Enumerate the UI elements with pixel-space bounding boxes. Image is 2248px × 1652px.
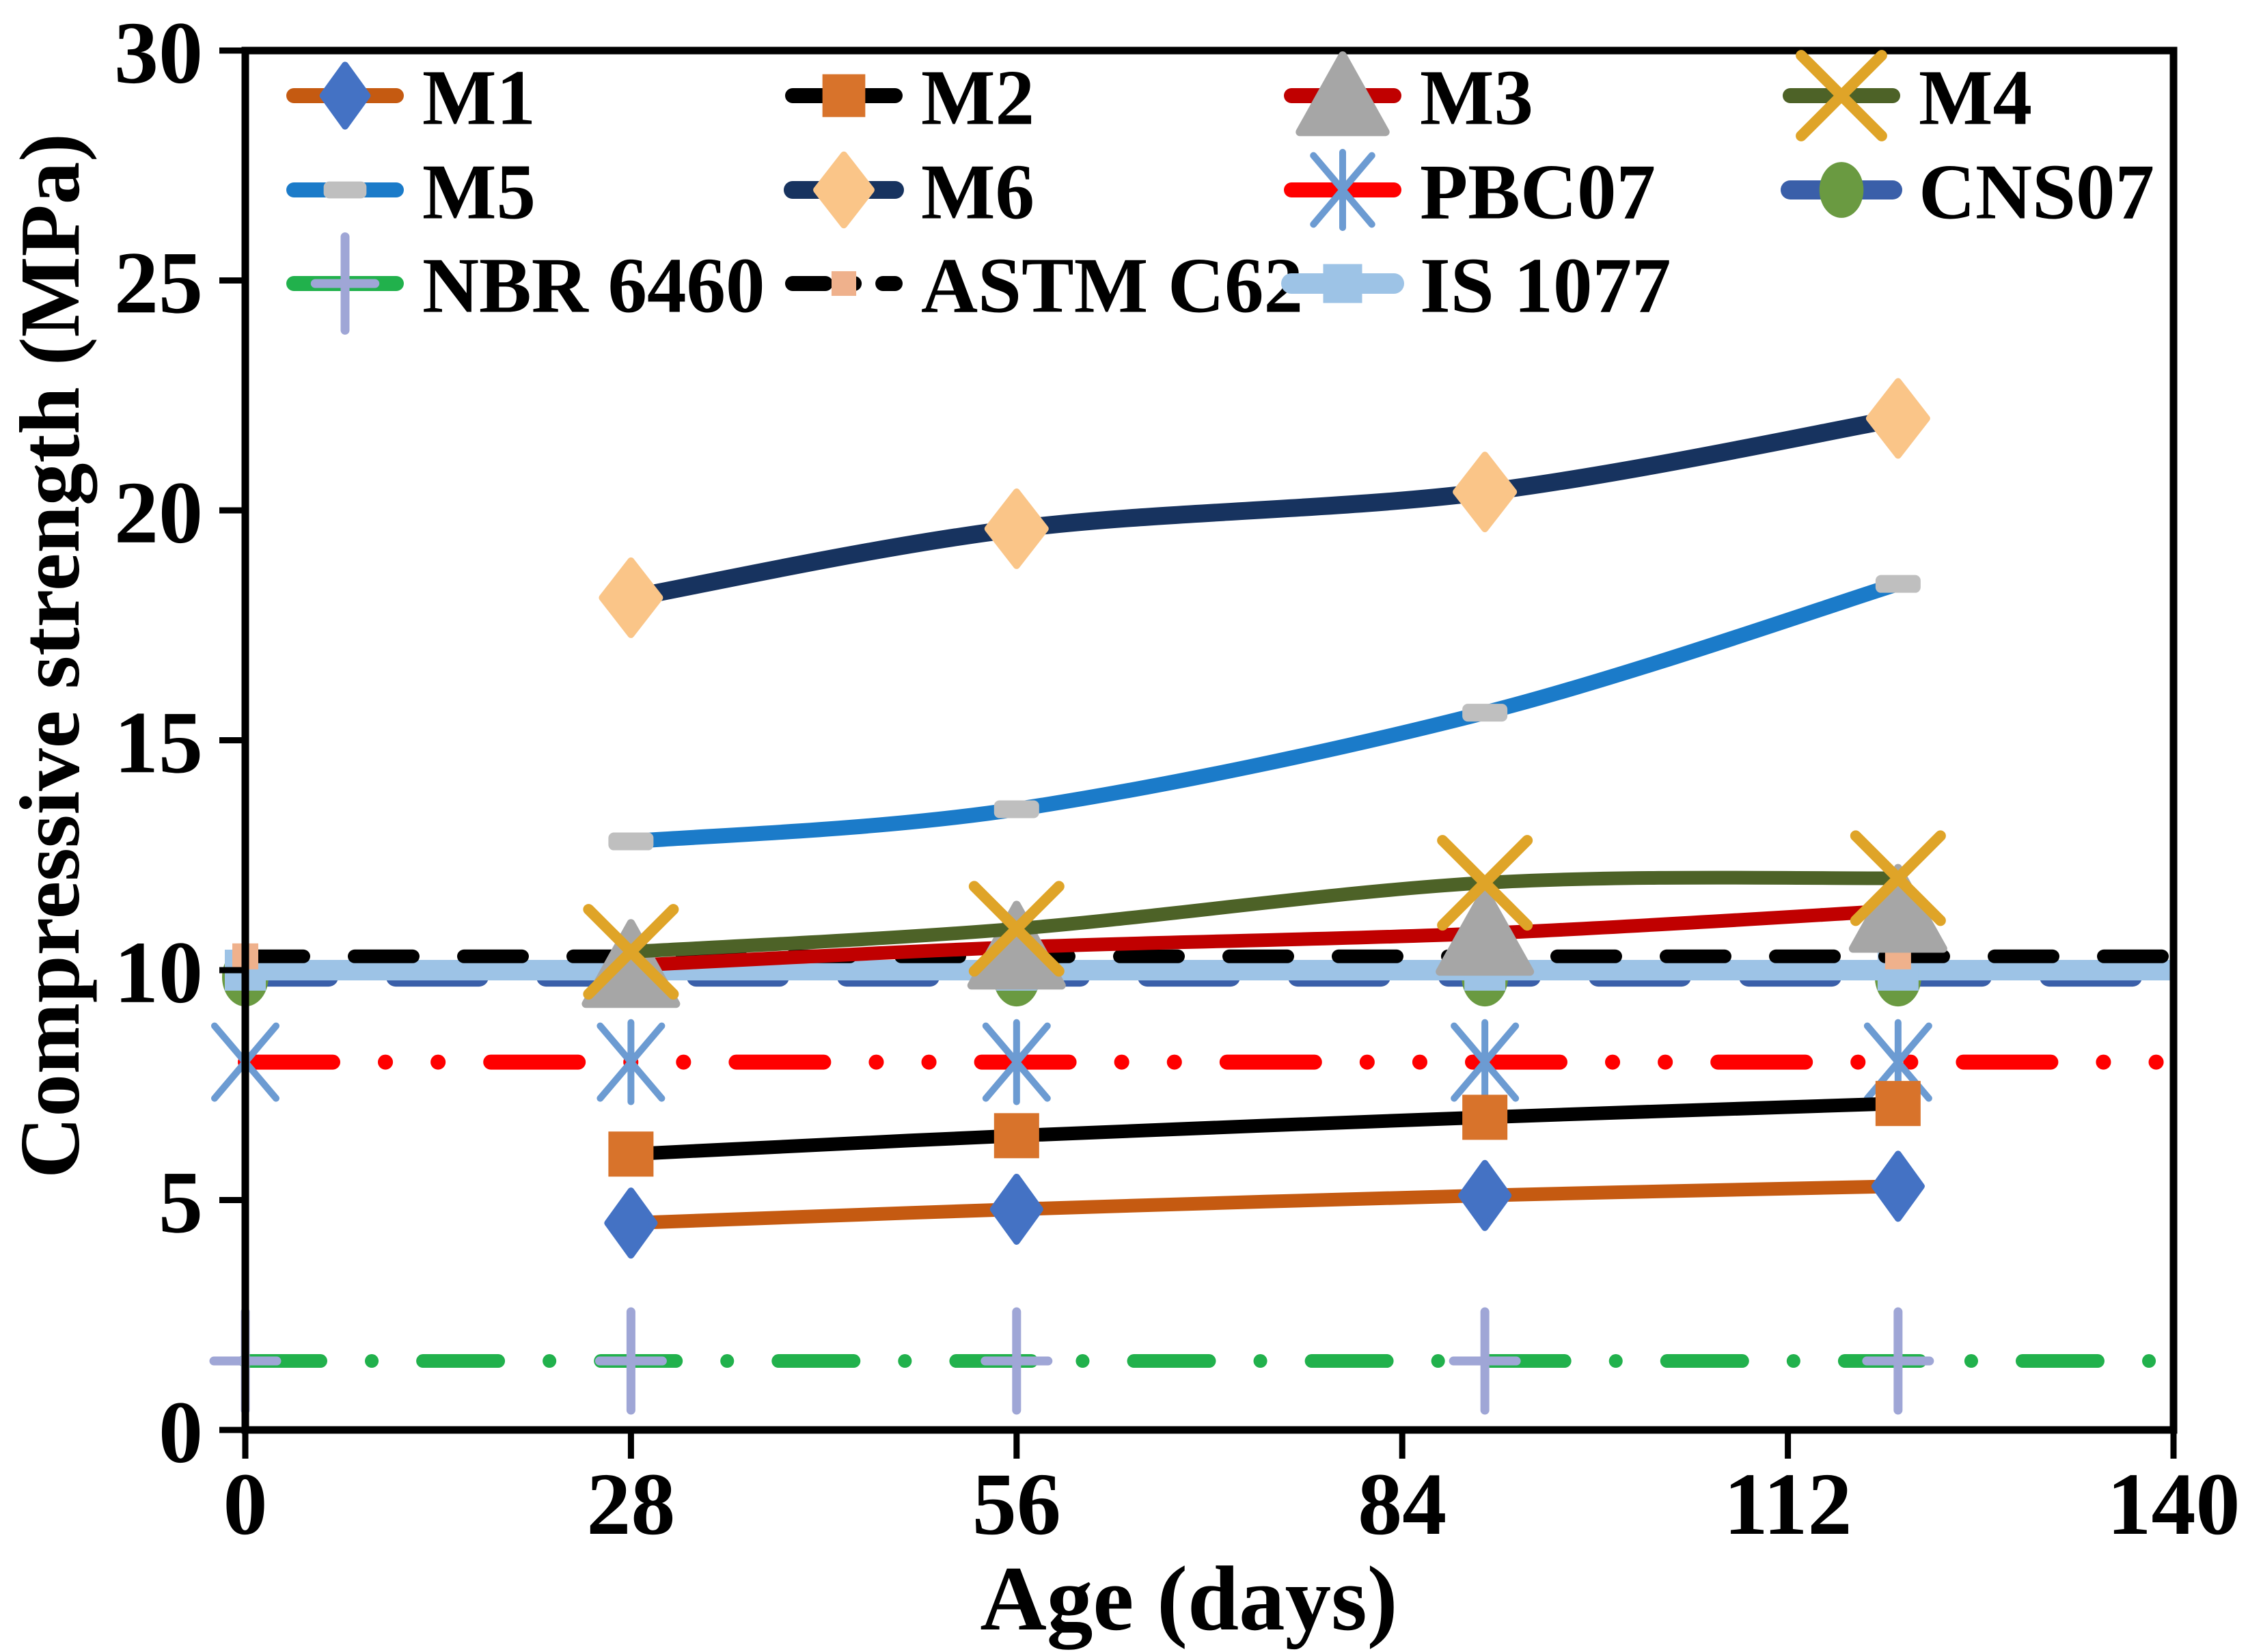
- marker-asterisk: [597, 1019, 666, 1105]
- reference-lines-layer: [209, 943, 2183, 1415]
- x-axis-title: Age (days): [980, 1548, 1397, 1650]
- x-tick-label: 0: [223, 1455, 268, 1554]
- axes-frame-layer: 0 5 10 15 20 25 30 0 28 56 84 112 140: [114, 4, 2240, 1554]
- legend-item-label: PBC07: [1420, 148, 1656, 235]
- marker-diamond: [1871, 1151, 1925, 1222]
- legend-item-label: M1: [422, 54, 536, 141]
- marker-xmark: [583, 904, 679, 1000]
- series-m5: [608, 575, 1921, 851]
- marker-triangle: [1436, 887, 1535, 976]
- series-line: [624, 903, 1905, 973]
- legend-item-label: IS 1077: [1420, 242, 1671, 329]
- reference-line-nbr-6460: [209, 1307, 2180, 1415]
- data-series-layer: [581, 378, 1947, 1259]
- legend-item-m4: M4: [1783, 50, 2032, 141]
- legend-marker-xmark: [1796, 50, 1887, 141]
- marker-diamond: [604, 1187, 658, 1259]
- marker-diamond: [989, 1173, 1043, 1245]
- x-tick-label: 28: [586, 1455, 675, 1554]
- legend-marker-square2: [1323, 264, 1362, 303]
- marker-square: [1875, 1081, 1921, 1127]
- legend-item-label: M4: [1919, 54, 2032, 141]
- marker-dashmark: [608, 832, 654, 851]
- y-tick-label: 25: [114, 234, 203, 332]
- marker-dashmark: [993, 800, 1039, 818]
- marker-diamond: [1458, 1159, 1512, 1231]
- y-tick-label: 5: [159, 1153, 203, 1252]
- legend-marker-smallsquare: [831, 271, 857, 297]
- series-m3: [581, 864, 1947, 1008]
- legend-item-label: ASTM C62: [921, 242, 1303, 329]
- x-tick-label: 112: [1724, 1455, 1852, 1554]
- legend-item-m5: M5: [286, 148, 536, 235]
- legend-marker-plus: [310, 232, 380, 335]
- y-tick-label: 10: [114, 924, 203, 1022]
- legend-item-m2: M2: [785, 54, 1034, 141]
- legend-marker-asterisk: [1310, 148, 1375, 232]
- marker-asterisk: [1451, 1019, 1520, 1105]
- marker-plus: [1449, 1307, 1521, 1415]
- marker-triangle: [581, 919, 681, 1008]
- legend-item-cns07: CNS07: [1781, 148, 2154, 235]
- x-tick-label: 140: [2107, 1455, 2240, 1554]
- marker-xmark: [968, 881, 1065, 977]
- legend-marker-circle: [1819, 162, 1864, 218]
- y-axis-title: Compressive strength (MPa): [3, 133, 98, 1179]
- series-line: [622, 409, 1907, 607]
- legend-item-label: CNS07: [1919, 148, 2154, 235]
- marker-plus: [594, 1307, 667, 1415]
- legend-item-label: M3: [1420, 54, 1533, 141]
- series-line: [624, 1097, 1905, 1161]
- legend-item-astm-c62: ASTM C62: [785, 242, 1303, 329]
- series-m1: [604, 1151, 1925, 1259]
- y-tick-label: 30: [114, 4, 203, 102]
- legend-item-m3: M3: [1284, 51, 1533, 141]
- y-tick-label: 15: [114, 693, 203, 792]
- marker-bigdiamond: [1865, 378, 1930, 459]
- legend-item-label: NBR 6460: [422, 242, 765, 329]
- legend-item-m6: M6: [784, 148, 1034, 235]
- series-m4: [583, 830, 1946, 1000]
- legend-marker-bigdiamond: [813, 151, 875, 229]
- marker-dashmark: [1462, 704, 1508, 722]
- legend-item-pbc07: PBC07: [1284, 148, 1656, 235]
- marker-square: [608, 1131, 654, 1177]
- legend-marker-diamond: [319, 61, 371, 130]
- series-line: [624, 1179, 1905, 1230]
- legend-item-nbr-6460: NBR 6460: [286, 232, 765, 335]
- legend-item-label: M5: [422, 148, 536, 235]
- legend-item-label: M6: [921, 148, 1034, 235]
- legend-marker-square: [822, 74, 866, 118]
- series-m6: [599, 378, 1930, 638]
- legend-item-label: M2: [921, 54, 1034, 141]
- legend-item-is-1077: IS 1077: [1281, 242, 1671, 329]
- x-tick-label: 56: [972, 1455, 1061, 1554]
- marker-xmark: [1437, 835, 1533, 931]
- series-line: [624, 870, 1905, 959]
- legend: M1 M2 M3 M4 M5 M6 PBC07 CNS07 NBR 6460 ASTM C62 IS…: [286, 50, 2154, 335]
- marker-square: [1462, 1095, 1508, 1140]
- marker-bigdiamond: [984, 488, 1049, 569]
- marker-asterisk: [982, 1019, 1051, 1105]
- legend-marker-triangle: [1296, 51, 1390, 137]
- marker-square: [993, 1113, 1039, 1159]
- marker-dashmark: [1875, 575, 1921, 593]
- series-line: [623, 576, 1906, 849]
- marker-xmark: [1850, 830, 1946, 926]
- legend-item-m1: M1: [286, 54, 536, 141]
- marker-plus: [1862, 1307, 1934, 1415]
- y-tick-label: 20: [114, 464, 203, 562]
- series-m2: [608, 1081, 1921, 1177]
- x-tick-label: 84: [1358, 1455, 1447, 1554]
- marker-bigdiamond: [1453, 452, 1518, 533]
- marker-bigdiamond: [599, 557, 663, 638]
- legend-marker-dashmark: [323, 181, 367, 199]
- marker-plus: [981, 1307, 1053, 1415]
- y-tick-label: 0: [159, 1383, 203, 1482]
